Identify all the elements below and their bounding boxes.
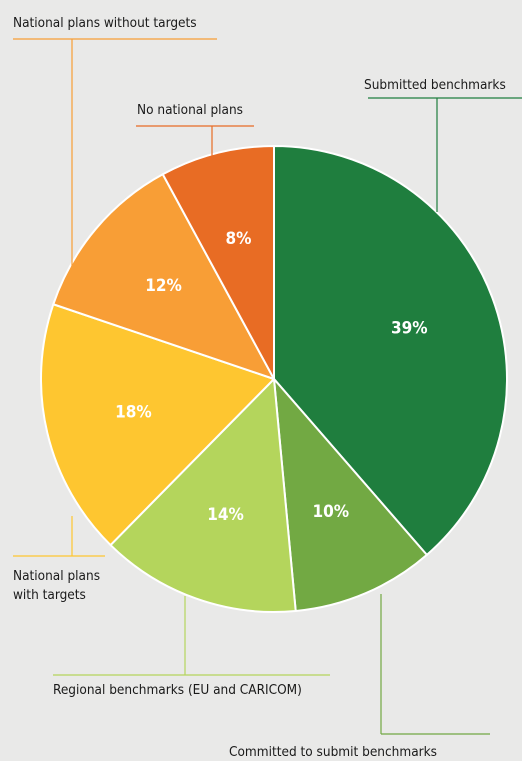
callout-label-submitted: Submitted benchmarks — [364, 77, 506, 93]
pie-slice-0 — [273, 145, 508, 556]
pie-slices — [40, 145, 508, 613]
callout-label-regional: Regional benchmarks (EU and CARICOM) — [53, 682, 302, 698]
pie-slice-2 — [109, 378, 297, 613]
pie-slice-5 — [161, 145, 275, 380]
pie-slice-label-1: 10% — [313, 502, 350, 522]
callout-label-without-targets: National plans without targets — [13, 15, 197, 31]
pie-slice-3 — [40, 303, 275, 547]
callout-line-submitted — [368, 97, 522, 212]
callout-label-with-targets-line1: National plans — [13, 568, 100, 584]
pie-slice-1 — [273, 378, 428, 612]
pie-slice-label-2: 14% — [207, 505, 244, 525]
callout-line-no-plans — [136, 125, 254, 158]
pie-slice-label-4: 12% — [145, 276, 182, 296]
callout-label-no-plans: No national plans — [137, 102, 243, 118]
callout-label-committed: Committed to submit benchmarks — [229, 744, 437, 760]
callout-line-committed — [380, 594, 490, 735]
pie-slice-4 — [52, 173, 275, 380]
callout-line-with-targets — [13, 516, 105, 557]
pie-slice-labels: 39% 10% 14% 18% 12% 8% — [115, 229, 427, 525]
pie-slice-label-5: 8% — [225, 229, 251, 249]
callout-label-with-targets-line2: with targets — [13, 587, 86, 603]
pie-slice-label-0: 39% — [391, 318, 428, 338]
callout-line-without-targets — [13, 38, 217, 268]
callout-lines — [13, 38, 522, 735]
pie-slice-label-3: 18% — [115, 402, 152, 422]
callout-line-regional — [53, 596, 330, 676]
